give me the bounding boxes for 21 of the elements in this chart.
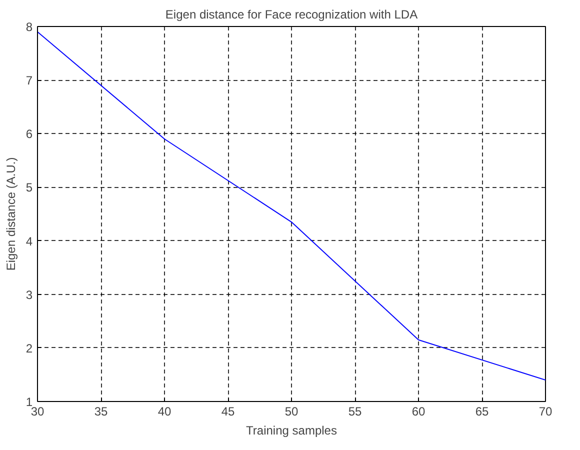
y-axis-title: Eigen distance (A.U.) [4,157,18,271]
x-tick-label: 60 [412,404,426,418]
y-tick-label: 6 [26,127,33,142]
x-tick-label: 55 [348,404,362,418]
y-tick-label: 2 [26,341,33,356]
y-tick-label: 4 [26,234,33,248]
chart-title: Eigen distance for Face recognization with LDA [165,8,418,22]
y-tick-label: 7 [26,74,33,88]
x-tick-label: 65 [475,404,489,418]
x-tick-label: 40 [158,404,172,418]
y-tick-label: 3 [26,288,33,302]
y-tick-label: 1 [26,395,33,409]
line-series [38,31,546,381]
x-tick-label: 70 [538,404,552,418]
x-tick-label: 45 [221,404,235,418]
x-tick-label: 35 [94,404,108,418]
x-tick-label: 30 [30,404,44,418]
y-tick-label: 8 [26,20,33,34]
y-tick-label: 5 [26,180,33,195]
x-axis-title: Training samples [246,424,337,438]
x-tick-label: 50 [284,404,298,418]
